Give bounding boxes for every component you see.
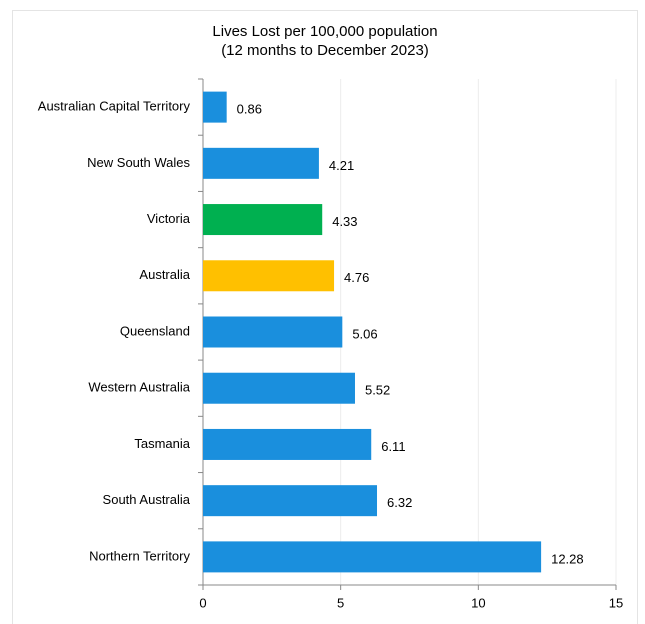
chart-subtitle: (12 months to December 2023) bbox=[221, 42, 429, 59]
value-label: 6.32 bbox=[387, 495, 412, 510]
bar bbox=[203, 91, 227, 123]
bar bbox=[203, 316, 343, 348]
value-label: 5.06 bbox=[352, 326, 377, 341]
bar bbox=[203, 541, 542, 573]
bar bbox=[203, 260, 335, 292]
bar bbox=[203, 372, 355, 404]
chart-border bbox=[12, 10, 638, 624]
y-tick-label: Victoria bbox=[147, 211, 191, 226]
value-label: 4.76 bbox=[344, 270, 369, 285]
value-label: 6.11 bbox=[381, 439, 405, 454]
value-label: 12.28 bbox=[551, 551, 584, 566]
y-tick-label: Western Australia bbox=[88, 380, 190, 395]
y-tick-label: Northern Territory bbox=[89, 548, 190, 563]
value-label: 0.86 bbox=[237, 102, 262, 117]
y-tick-label: Australia bbox=[139, 267, 190, 282]
y-tick-label: Australian Capital Territory bbox=[38, 99, 191, 114]
x-tick-label: 5 bbox=[337, 595, 344, 610]
chart-title: Lives Lost per 100,000 population bbox=[212, 23, 437, 40]
y-tick-label: South Australia bbox=[103, 492, 191, 507]
x-tick-label: 0 bbox=[199, 595, 206, 610]
y-tick-label: New South Wales bbox=[87, 155, 190, 170]
value-label: 4.33 bbox=[332, 214, 357, 229]
bar bbox=[203, 428, 372, 460]
bar bbox=[203, 485, 378, 517]
bar bbox=[203, 147, 319, 179]
x-tick-label: 10 bbox=[471, 595, 485, 610]
y-tick-label: Tasmania bbox=[134, 436, 190, 451]
bar bbox=[203, 204, 323, 236]
y-tick-label: Queensland bbox=[120, 323, 190, 338]
value-label: 4.21 bbox=[329, 158, 354, 173]
x-tick-label: 15 bbox=[609, 595, 623, 610]
value-label: 5.52 bbox=[365, 383, 390, 398]
